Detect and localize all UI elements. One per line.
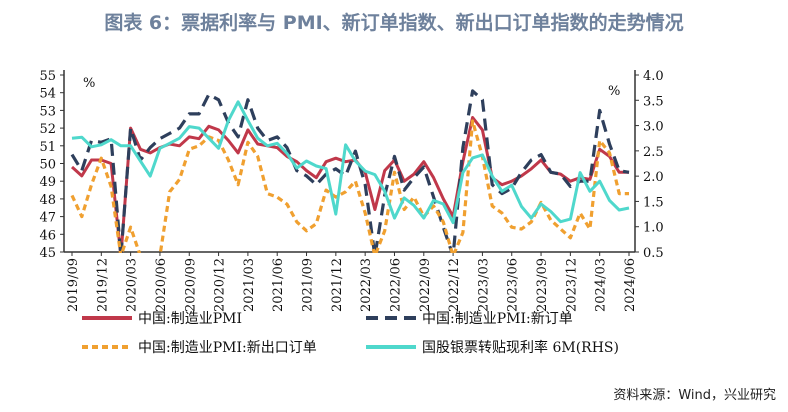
- right-tick-label: 1.5: [643, 195, 664, 210]
- x-tick-label: 2020/03: [125, 258, 140, 312]
- left-tick-label: 50: [39, 158, 56, 173]
- x-tick-label: 2024/03: [594, 258, 609, 312]
- left-tick-label: 45: [39, 246, 56, 261]
- x-tick-label: 2022/12: [447, 258, 462, 312]
- series-line-3: [71, 100, 630, 225]
- x-tick-label: 2021/09: [301, 258, 316, 312]
- right-tick-label: 2.0: [643, 170, 664, 185]
- series-line-2: [70, 119, 629, 253]
- left-tick-label: 48: [39, 193, 56, 208]
- left-tick-label: 54: [39, 87, 56, 102]
- x-tick-label: 2024/06: [623, 258, 638, 312]
- right-tick-label: 0.5: [643, 246, 664, 261]
- legend-label: 中国:制造业PMI: [138, 311, 242, 327]
- x-tick-label: 2019/09: [66, 258, 81, 312]
- left-tick-label: 55: [39, 69, 56, 84]
- x-tick-label: 2022/03: [359, 258, 374, 312]
- series-line-1: [70, 89, 630, 253]
- x-tick-label: 2020/09: [183, 258, 198, 312]
- right-unit-label: %: [608, 84, 620, 99]
- source-note: 资料来源：Wind，兴业研究: [613, 388, 776, 403]
- x-tick-label: 2022/09: [418, 258, 433, 312]
- left-tick-label: 52: [39, 122, 56, 137]
- right-tick-label: 3.0: [643, 120, 664, 135]
- left-tick-label: 46: [39, 228, 56, 243]
- right-tick-label: 3.5: [643, 94, 664, 109]
- x-tick-label: 2022/06: [388, 258, 403, 312]
- x-tick-label: 2020/06: [154, 258, 169, 312]
- x-tick-label: 2021/03: [242, 258, 257, 312]
- left-tick-label: 51: [39, 140, 56, 155]
- x-tick-label: 2019/12: [95, 258, 110, 312]
- legend-label: 中国:制造业PMI:新出口订单: [138, 340, 317, 356]
- left-tick-label: 47: [39, 211, 56, 226]
- x-tick-label: 2021/06: [271, 258, 286, 312]
- chart-title: 图表 6：票据利率与 PMI、新订单指数、新出口订单指数的走势情况: [104, 12, 684, 34]
- x-tick-label: 2020/12: [213, 258, 228, 312]
- right-tick-label: 2.5: [643, 145, 664, 160]
- legend-label: 中国:制造业PMI:新订单: [422, 311, 573, 327]
- x-tick-label: 2023/12: [564, 258, 579, 312]
- x-tick-label: 2023/06: [506, 258, 521, 312]
- right-tick-label: 1.0: [643, 221, 664, 236]
- x-tick-label: 2023/09: [535, 258, 550, 312]
- left-tick-label: 53: [39, 104, 56, 119]
- right-tick-label: 4.0: [643, 69, 664, 84]
- x-tick-label: 2023/03: [476, 258, 491, 312]
- legend-label: 国股银票转贴现利率 6M(RHS): [422, 339, 619, 356]
- x-tick-label: 2021/12: [330, 258, 345, 312]
- left-tick-label: 49: [39, 175, 56, 190]
- left-unit-label: %: [83, 76, 95, 91]
